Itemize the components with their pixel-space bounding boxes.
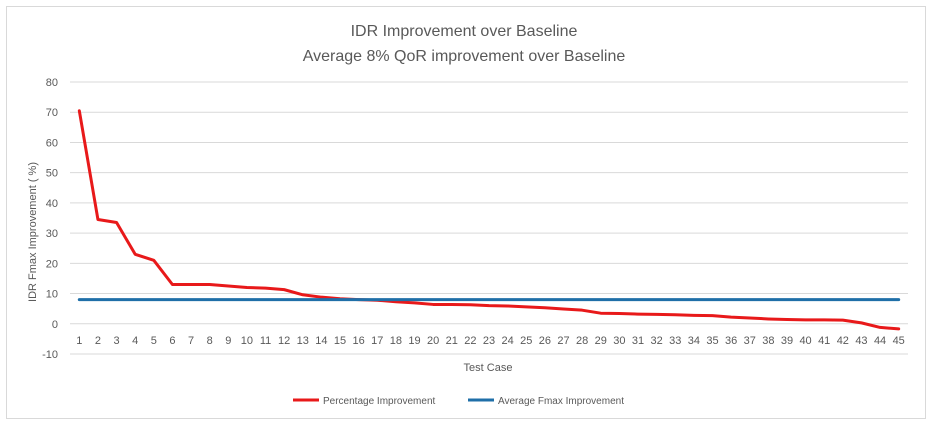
- x-tick-label: 40: [799, 335, 811, 347]
- x-tick-label: 8: [207, 335, 213, 347]
- x-tick-label: 39: [781, 335, 793, 347]
- y-tick-label: 20: [46, 258, 58, 270]
- x-tick-labels: 1 2 3 4 5 6 7 8 9 10 11 12 13 14 15 16 17 18 19 20 21 22 23 24 2…: [76, 335, 905, 347]
- series-line-percentage-improvement: [77, 109, 901, 331]
- x-tick-label: 28: [576, 335, 588, 347]
- x-tick-label: 11: [260, 335, 271, 347]
- x-tick-label: 12: [278, 335, 290, 347]
- y-tick-label: 50: [46, 168, 58, 180]
- x-tick-label: 36: [725, 335, 737, 347]
- x-tick-label: 30: [613, 335, 625, 347]
- x-tick-label: 29: [595, 335, 607, 347]
- y-tick-label: -10: [42, 349, 58, 361]
- x-tick-label: 42: [837, 335, 849, 347]
- x-tick-label: 35: [706, 335, 718, 347]
- y-tick-label: 70: [46, 107, 58, 119]
- x-tick-label: 44: [874, 335, 886, 347]
- y-tick-label: 0: [52, 319, 58, 331]
- x-tick-label: 32: [650, 335, 662, 347]
- y-tick-label: 30: [46, 228, 58, 240]
- x-tick-label: 2: [95, 335, 101, 347]
- x-tick-label: 19: [408, 335, 420, 347]
- x-tick-label: 23: [483, 335, 495, 347]
- chart-subtitle: Average 8% QoR improvement over Baseline: [303, 48, 626, 65]
- y-axis-title: IDR Fmax Improvement ( %): [27, 162, 39, 302]
- x-axis-title: Test Case: [464, 362, 513, 374]
- x-tick-label: 16: [353, 335, 365, 347]
- x-tick-label: 45: [893, 335, 905, 347]
- x-tick-label: 3: [113, 335, 119, 347]
- x-tick-label: 31: [632, 335, 644, 347]
- x-tick-label: 27: [557, 335, 569, 347]
- x-tick-label: 1: [76, 335, 82, 347]
- y-tick-labels: -10 0 10 20 30 40 50 60 70 80: [42, 77, 58, 361]
- x-tick-label: 13: [297, 335, 309, 347]
- x-tick-label: 18: [390, 335, 402, 347]
- x-tick-label: 14: [315, 335, 327, 347]
- x-tick-label: 34: [688, 335, 700, 347]
- y-tick-label: 40: [46, 198, 58, 210]
- y-tick-label: 60: [46, 137, 58, 149]
- x-tick-label: 37: [744, 335, 756, 347]
- x-tick-label: 22: [464, 335, 476, 347]
- chart-border: [6, 6, 926, 419]
- series-lines: [77, 109, 901, 331]
- x-tick-label: 33: [669, 335, 681, 347]
- x-tick-label: 17: [371, 335, 383, 347]
- y-tick-label: 80: [46, 77, 58, 89]
- x-tick-label: 21: [446, 335, 458, 347]
- chart-title: IDR Improvement over Baseline: [351, 23, 578, 40]
- gridlines: [70, 81, 908, 355]
- legend-label-average-fmax-improvement: Average Fmax Improvement: [498, 396, 624, 407]
- x-tick-label: 38: [762, 335, 774, 347]
- legend: Percentage Improvement Average Fmax Impr…: [293, 396, 624, 407]
- x-tick-label: 15: [334, 335, 346, 347]
- x-tick-label: 6: [169, 335, 175, 347]
- x-tick-label: 9: [225, 335, 231, 347]
- y-tick-label: 10: [46, 289, 58, 301]
- x-tick-label: 41: [818, 335, 830, 347]
- x-tick-label: 26: [539, 335, 551, 347]
- x-tick-label: 4: [132, 335, 138, 347]
- x-tick-label: 25: [520, 335, 532, 347]
- x-tick-label: 24: [501, 335, 513, 347]
- x-tick-label: 10: [241, 335, 253, 347]
- x-tick-label: 5: [151, 335, 157, 347]
- x-tick-label: 7: [188, 335, 194, 347]
- legend-label-percentage-improvement: Percentage Improvement: [323, 396, 436, 407]
- x-tick-label: 43: [855, 335, 867, 347]
- x-tick-label: 20: [427, 335, 439, 347]
